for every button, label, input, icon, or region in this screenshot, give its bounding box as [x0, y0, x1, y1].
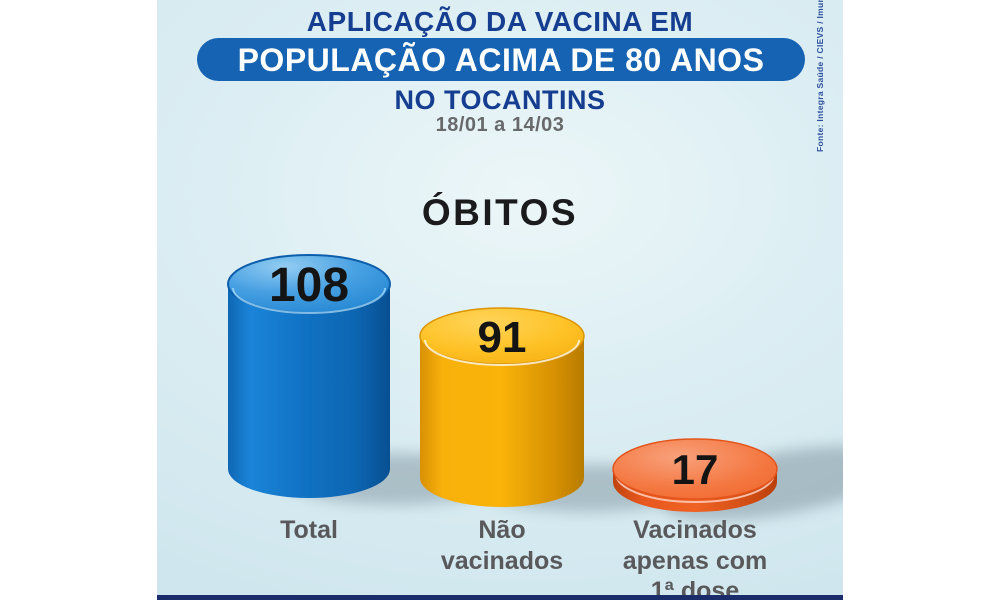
cylinder-nao-vacinados-rim [424, 339, 580, 366]
cylinder-chart: 108 91 17 [227, 254, 843, 521]
cylinder-primeira-dose-rim [615, 473, 775, 503]
cylinder-nao-vacinados: 91 [419, 307, 585, 507]
cylinder-total-body [228, 284, 390, 498]
cylinder-primeira-dose-top [612, 438, 778, 500]
cylinder-total: 108 [227, 254, 391, 498]
left-margin [0, 0, 157, 600]
header-line2: NO TOCANTINS [394, 85, 606, 115]
category-label-total: Total [280, 516, 338, 544]
cylinder-total-rim [232, 287, 386, 314]
header-badge: POPULAÇÃO ACIMA DE 80 ANOS [197, 38, 805, 81]
value-total: 108 [269, 259, 349, 312]
bottom-bar [157, 595, 843, 600]
cylinder-nao-vacinados-body [420, 336, 584, 507]
chart-title: ÓBITOS [421, 192, 579, 233]
cylinder-primeira-dose: 17 [612, 438, 778, 512]
value-primeira-dose: 17 [672, 446, 719, 493]
value-nao-vacinados: 91 [478, 313, 527, 362]
right-margin [843, 0, 1000, 600]
header-line1: APLICAÇÃO DA VACINA EM [306, 6, 694, 37]
content-panel: APLICAÇÃO DA VACINA EM POPULAÇÃO ACIMA D… [157, 0, 843, 600]
header-period: 18/01 a 14/03 [435, 114, 565, 136]
category-label-primeira-dose: Vacinados apenas com 1ª dose [622, 516, 768, 600]
category-label-nao-vacinados: Não vacinados [440, 516, 564, 575]
source-note-text: Fonte: Integra Saúde / CIEVS / Imuniza [815, 0, 825, 152]
